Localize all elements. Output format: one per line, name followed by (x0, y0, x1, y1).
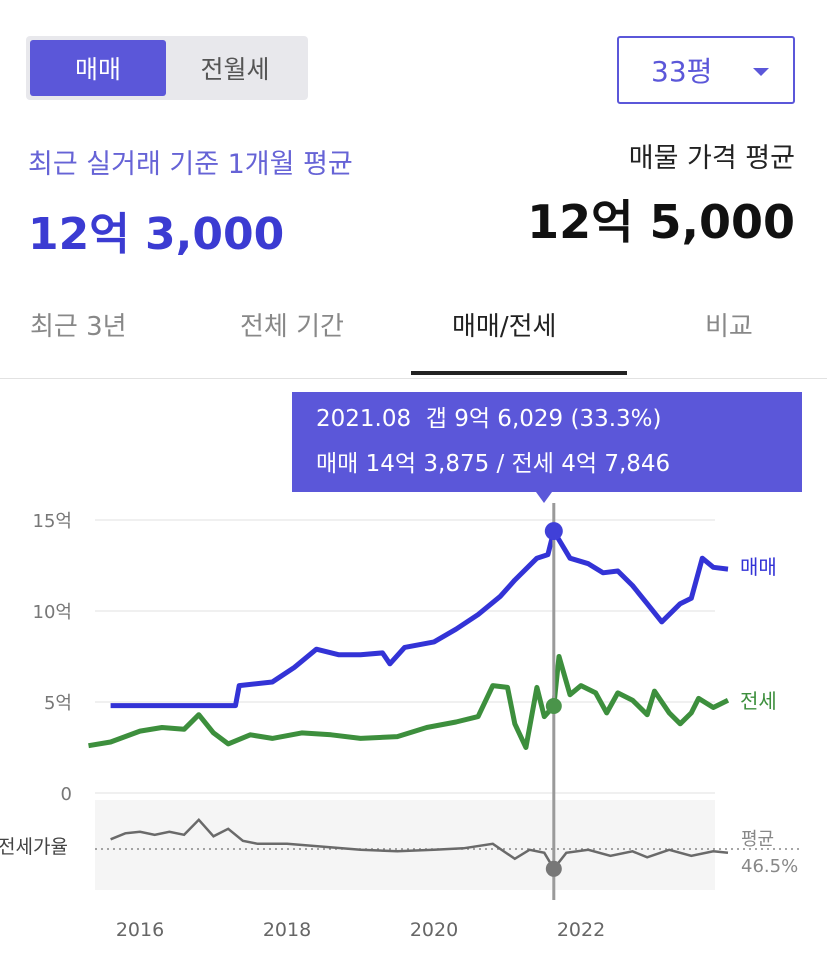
tooltip-pointer (536, 492, 552, 503)
y-tick-label: 10억 (33, 602, 72, 623)
period-tabs: 최근 3년 전체 기간 매매/전세 비교 (0, 296, 827, 379)
tab-recent-3y[interactable]: 최근 3년 (30, 312, 127, 342)
ratio-highlight-point (545, 860, 562, 877)
recent-avg-label: 최근 실거래 기준 1개월 평균 (28, 149, 353, 180)
ratio-axis-label: 전세가율 (0, 836, 68, 858)
tab-all-period[interactable]: 전체 기간 (240, 312, 344, 342)
ratio-line (110, 817, 729, 872)
tab-compare[interactable]: 비교 (705, 312, 753, 342)
recent-avg-value: 12억 3,000 (28, 209, 285, 260)
x-tick-label: 2018 (263, 919, 311, 941)
lease-series-label: 전세 (740, 689, 777, 713)
listing-avg-label: 매물 가격 평균 (628, 143, 795, 174)
tooltip-box (292, 392, 802, 492)
y-tick-label: 15억 (33, 511, 72, 532)
sale-highlight-point (544, 522, 563, 541)
tooltip: 2021.08 갭 9억 6,029 (33.3%) 매매 14억 3,875 … (292, 392, 802, 503)
lease-highlight-point (545, 698, 562, 715)
size-dropdown[interactable]: 33평 (617, 36, 795, 104)
y-tick-label: 0 (61, 784, 72, 805)
lease-toggle-button[interactable]: 전월세 (200, 55, 270, 84)
ratio-avg-value: 46.5% (741, 856, 798, 877)
x-tick-label: 2016 (116, 919, 164, 941)
caret-down-icon (753, 68, 769, 76)
y-tick-label: 5억 (44, 693, 72, 714)
ratio-avg-label: 평균 (741, 829, 774, 850)
lease-series-line (88, 654, 730, 750)
active-tab-underline (411, 371, 627, 375)
sale-toggle-button[interactable]: 매매 (30, 40, 166, 96)
tooltip-line-2: 매매 14억 3,875 / 전세 4억 7,846 (316, 451, 670, 477)
tooltip-line-1: 2021.08 갭 9억 6,029 (33.3%) (316, 406, 661, 432)
tab-sale-lease[interactable]: 매매/전세 (452, 312, 557, 342)
trade-type-toggle: 매매 전월세 (26, 36, 308, 100)
size-dropdown-value: 33평 (651, 55, 713, 88)
sale-series-line (110, 528, 729, 709)
price-chart[interactable]: 15억 10억 5억 0 2016 2018 2020 2022 전세가율 평균 46.5%… (0, 380, 827, 977)
x-tick-label: 2022 (557, 919, 605, 941)
sale-series-label: 매매 (740, 555, 777, 579)
x-tick-label: 2020 (410, 919, 458, 941)
ratio-panel-background (95, 800, 715, 890)
listing-avg-value: 12억 5,000 (527, 195, 795, 249)
